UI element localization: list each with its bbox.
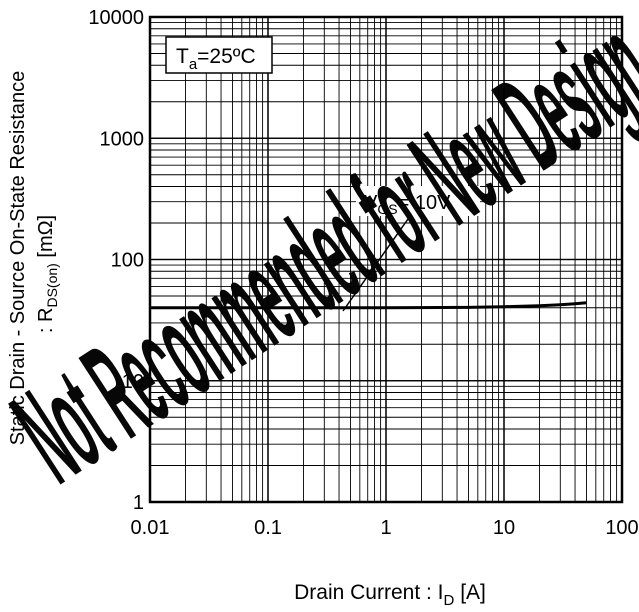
y-axis-label-sub: DS(on)	[44, 263, 60, 307]
plot-frame	[148, 15, 624, 504]
vgs-prefix: V	[364, 192, 378, 214]
watermark: Not Recommended for New Design	[0, 0, 639, 511]
vgs-label: VGS= 10V	[364, 192, 451, 217]
temperature-condition-box: Ta=25ºC	[165, 36, 273, 74]
tick-labels: 0.01 0.1 1 10 100 1 10 100 1000 10000	[88, 7, 638, 539]
series-group	[150, 301, 587, 310]
condition-box	[165, 36, 273, 74]
x-axis-label: Drain Current : ID [A]	[294, 581, 486, 609]
vgs-value: = 10V	[398, 192, 451, 214]
x-tick-label: 0.1	[254, 517, 282, 539]
y-tick-label: 10000	[88, 7, 144, 29]
x-axis-label-unit: [A]	[454, 581, 486, 604]
vgs-sub: GS	[377, 201, 397, 217]
y-axis-label: Static Drain - Source On-State Resistanc…	[7, 71, 60, 446]
series-line	[150, 301, 587, 310]
x-tick-label: 1	[380, 517, 391, 539]
x-tick-label: 10	[493, 517, 515, 539]
condition-label: Ta=25ºC	[176, 45, 256, 73]
vgs-annotation: VGS= 10V	[342, 186, 480, 312]
y-axis-label-prefix: : R	[35, 308, 57, 334]
x-axis-label-sub: D	[444, 592, 455, 609]
y-tick-label: 1	[133, 492, 144, 514]
y-tick-label: 10	[122, 371, 144, 393]
y-axis-label-line1: Static Drain - Source On-State Resistanc…	[7, 71, 29, 446]
y-tick-label: 1000	[100, 128, 145, 150]
grid	[149, 16, 623, 503]
y-axis-label-unit: [mΩ]	[35, 215, 57, 263]
vgs-leader-line	[342, 218, 409, 312]
x-axis-label-main: Drain Current : I	[294, 581, 443, 604]
x-tick-label: 0.01	[131, 517, 170, 539]
y-tick-label: 100	[111, 250, 144, 272]
y-axis-label-line2: : RDS(on) [mΩ]	[35, 215, 60, 333]
vgs-label-box	[356, 186, 480, 216]
condition-sub: a	[189, 56, 198, 73]
condition-prefix: T	[176, 45, 189, 68]
x-tick-label: 100	[605, 517, 638, 539]
watermark-text: Not Recommended for New Design	[0, 0, 639, 511]
condition-value: =25ºC	[197, 45, 255, 68]
